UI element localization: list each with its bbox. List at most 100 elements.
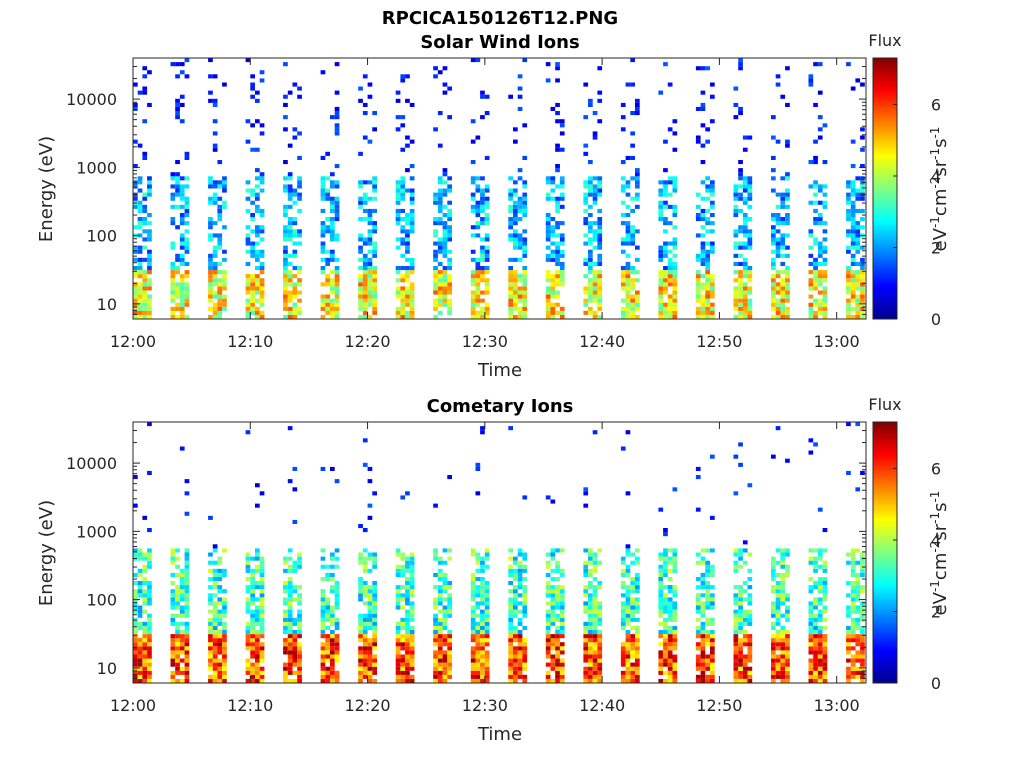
heatmap-cell bbox=[358, 589, 363, 594]
heatmap-cell bbox=[775, 593, 781, 598]
heatmap-cell bbox=[400, 306, 406, 311]
heatmap-cell bbox=[635, 638, 640, 643]
heatmap-cell bbox=[470, 609, 476, 614]
heatmap-cell bbox=[447, 225, 452, 230]
heatmap-cell bbox=[635, 111, 640, 116]
heatmap-cell bbox=[592, 294, 598, 299]
heatmap-cell bbox=[667, 221, 673, 226]
heatmap-cell bbox=[133, 548, 138, 553]
heatmap-cell bbox=[635, 302, 640, 307]
heatmap-cell bbox=[330, 233, 335, 238]
heatmap-cell bbox=[559, 176, 565, 181]
heatmap-cell bbox=[775, 658, 781, 663]
heatmap-cell bbox=[212, 613, 218, 618]
heatmap-cell bbox=[447, 654, 452, 659]
heatmap-cell bbox=[663, 314, 668, 319]
heatmap-cell bbox=[184, 261, 190, 266]
heatmap-cell bbox=[297, 642, 302, 647]
heatmap-cell bbox=[635, 674, 640, 679]
heatmap-cell bbox=[409, 581, 415, 586]
heatmap-cell bbox=[738, 462, 743, 467]
heatmap-cell bbox=[245, 196, 251, 201]
heatmap-cell bbox=[785, 282, 790, 287]
heatmap-cell bbox=[372, 646, 377, 651]
heatmap-cell bbox=[405, 654, 410, 659]
heatmap-cell bbox=[559, 233, 565, 238]
heatmap-cell bbox=[208, 98, 213, 103]
heatmap-cell bbox=[475, 314, 481, 319]
heatmap-cell bbox=[710, 302, 715, 307]
heatmap-cell bbox=[170, 548, 176, 553]
heatmap-cell bbox=[855, 237, 861, 242]
heatmap-cell bbox=[508, 646, 513, 651]
heatmap-cell bbox=[813, 155, 818, 160]
heatmap-cell bbox=[710, 306, 715, 311]
heatmap-cell bbox=[320, 221, 326, 226]
heatmap-cell bbox=[287, 426, 293, 431]
heatmap-cell bbox=[771, 266, 776, 271]
heatmap-cell bbox=[287, 294, 293, 299]
heatmap-cell bbox=[405, 168, 410, 173]
heatmap-cell bbox=[620, 593, 626, 598]
heatmap-cell bbox=[433, 634, 438, 639]
heatmap-cell bbox=[592, 310, 598, 315]
heatmap-cell bbox=[672, 286, 678, 291]
heatmap-cell bbox=[442, 192, 448, 197]
heatmap-cell bbox=[780, 593, 786, 598]
heatmap-cell bbox=[705, 290, 710, 295]
heatmap-cell bbox=[283, 294, 288, 299]
heatmap-cell bbox=[208, 515, 213, 520]
heatmap-cell bbox=[142, 290, 148, 295]
heatmap-cell bbox=[658, 613, 664, 618]
heatmap-cell bbox=[672, 568, 678, 573]
heatmap-cell bbox=[705, 654, 710, 659]
heatmap-cell bbox=[437, 208, 443, 213]
heatmap-cell bbox=[137, 282, 143, 287]
heatmap-cell bbox=[592, 585, 598, 590]
heatmap-cell bbox=[320, 298, 326, 303]
heatmap-cell bbox=[785, 674, 790, 679]
heatmap-cell bbox=[559, 593, 565, 598]
heatmap-cell bbox=[545, 294, 551, 299]
heatmap-cell bbox=[447, 237, 452, 242]
heatmap-cell bbox=[742, 581, 748, 586]
heatmap-cell bbox=[283, 245, 288, 250]
heatmap-cell bbox=[212, 290, 218, 295]
heatmap-cell bbox=[785, 139, 790, 144]
heatmap-cell bbox=[484, 155, 490, 160]
heatmap-cell bbox=[813, 302, 818, 307]
heatmap-cell bbox=[217, 306, 223, 311]
heatmap-cell bbox=[513, 302, 518, 307]
heatmap-cell bbox=[775, 314, 781, 319]
heatmap-cell bbox=[700, 670, 706, 675]
heatmap-cell bbox=[437, 674, 443, 679]
heatmap-cell bbox=[175, 670, 180, 675]
heatmap-cell bbox=[813, 601, 818, 606]
heatmap-cell bbox=[775, 560, 781, 565]
heatmap-cell bbox=[334, 184, 340, 189]
heatmap-cell bbox=[217, 621, 223, 626]
heatmap-cell bbox=[785, 274, 790, 279]
heatmap-cell bbox=[855, 605, 861, 610]
heatmap-cell bbox=[259, 123, 265, 128]
heatmap-cell bbox=[287, 233, 293, 238]
heatmap-cell bbox=[522, 282, 528, 287]
heatmap-cell bbox=[658, 621, 664, 626]
heatmap-cell bbox=[325, 257, 330, 262]
heatmap-cell bbox=[179, 597, 185, 602]
heatmap-cell bbox=[409, 302, 415, 307]
heatmap-cell bbox=[620, 237, 626, 242]
heatmap-cell bbox=[630, 58, 635, 63]
heatmap-cell bbox=[733, 270, 739, 275]
heatmap-cell bbox=[550, 642, 556, 647]
heatmap-cell bbox=[817, 127, 823, 132]
heatmap-cell bbox=[508, 654, 513, 659]
heatmap-cell bbox=[513, 589, 518, 594]
heatmap-cell bbox=[297, 564, 302, 569]
heatmap-cell bbox=[325, 192, 330, 197]
heatmap-cell bbox=[850, 630, 856, 635]
heatmap-cell bbox=[775, 654, 781, 659]
heatmap-cell bbox=[597, 253, 603, 258]
heatmap-cell bbox=[292, 286, 298, 291]
heatmap-cell bbox=[372, 266, 377, 271]
